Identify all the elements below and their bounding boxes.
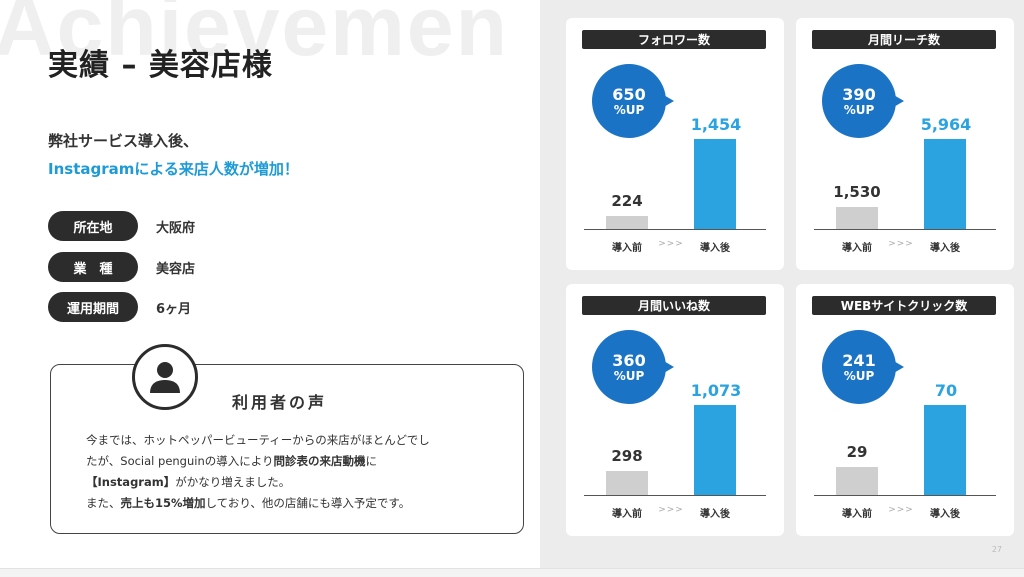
user-voice-box bbox=[50, 364, 524, 534]
value-label-after: 70 bbox=[934, 381, 958, 400]
metric-card-title: 月間リーチ数 bbox=[812, 30, 996, 49]
value-label-after: 1,073 bbox=[690, 381, 742, 400]
info-value: 大阪府 bbox=[156, 220, 196, 236]
bar-before bbox=[606, 471, 648, 495]
metric-card: フォロワー数 650 %UP 224 1,454 導入前 >>> 導入後 bbox=[566, 18, 784, 270]
chart-baseline bbox=[814, 229, 996, 230]
arrow-indicator: >>> bbox=[658, 505, 684, 515]
category-label-after: 導入後 bbox=[700, 243, 730, 254]
category-label-before: 導入前 bbox=[842, 509, 872, 520]
growth-bubble: 650 %UP bbox=[592, 64, 666, 138]
growth-value: 390 bbox=[842, 84, 876, 104]
growth-unit: %UP bbox=[843, 368, 875, 383]
category-label-after: 導入後 bbox=[930, 243, 960, 254]
growth-bubble-pointer bbox=[662, 94, 674, 108]
metric-card: 月間いいね数 360 %UP 298 1,073 導入前 >>> 導入後 bbox=[566, 284, 784, 536]
growth-bubble: 241 %UP bbox=[822, 330, 896, 404]
bar-before bbox=[836, 467, 878, 495]
chart-baseline bbox=[814, 495, 996, 496]
background-watermark: Achievemen bbox=[0, 0, 509, 73]
info-label-pill: 運用期間 bbox=[48, 292, 138, 322]
footer-bar bbox=[0, 568, 1024, 577]
metric-card: 月間リーチ数 390 %UP 1,530 5,964 導入前 >>> 導入後 bbox=[796, 18, 1014, 270]
info-row-location: 所在地 大阪府 bbox=[48, 211, 195, 241]
voice-line: 今までは、ホットペッパービューティーからの来店がほとんどでし bbox=[86, 433, 430, 447]
growth-bubble-pointer bbox=[892, 94, 904, 108]
category-label-before: 導入前 bbox=[612, 243, 642, 254]
growth-value: 650 bbox=[612, 84, 646, 104]
growth-unit: %UP bbox=[843, 102, 875, 117]
bar-before bbox=[836, 207, 878, 229]
category-label-before: 導入前 bbox=[842, 243, 872, 254]
info-label-pill: 所在地 bbox=[48, 211, 138, 241]
user-voice-title: 利用者の声 bbox=[232, 393, 328, 412]
arrow-indicator: >>> bbox=[658, 239, 684, 249]
info-value: 6ヶ月 bbox=[156, 301, 192, 317]
bar-after bbox=[694, 405, 736, 495]
bar-after bbox=[694, 139, 736, 229]
chart-baseline bbox=[584, 495, 766, 496]
page-number: 27 bbox=[991, 545, 1002, 554]
value-label-after: 1,454 bbox=[690, 115, 742, 134]
page-title: 実績 – 美容店様 bbox=[48, 48, 273, 83]
info-row-period: 運用期間 6ヶ月 bbox=[48, 292, 191, 322]
growth-value: 360 bbox=[612, 350, 646, 370]
value-label-before: 29 bbox=[846, 443, 868, 461]
lead-text-line2: Instagramによる来店人数が増加！ bbox=[48, 160, 299, 178]
growth-unit: %UP bbox=[613, 102, 645, 117]
growth-bubble: 360 %UP bbox=[592, 330, 666, 404]
user-voice-text: 今までは、ホットペッパービューティーからの来店がほとんどでし たが、Social… bbox=[86, 430, 506, 514]
voice-line: 【Instagram】がかなり増えました。 bbox=[86, 475, 291, 489]
value-label-before: 1,530 bbox=[833, 183, 881, 201]
metric-card-title: フォロワー数 bbox=[582, 30, 766, 49]
user-avatar-icon bbox=[132, 344, 198, 410]
growth-bubble-pointer bbox=[892, 360, 904, 374]
value-label-before: 224 bbox=[611, 192, 643, 210]
info-label-pill: 業 種 bbox=[48, 252, 138, 282]
metric-card-title: 月間いいね数 bbox=[582, 296, 766, 315]
chart-baseline bbox=[584, 229, 766, 230]
growth-unit: %UP bbox=[613, 368, 645, 383]
category-label-after: 導入後 bbox=[700, 509, 730, 520]
voice-line: また、売上も15%増加しており、他の店舗にも導入予定です。 bbox=[86, 496, 411, 510]
bar-after bbox=[924, 139, 966, 229]
category-label-after: 導入後 bbox=[930, 509, 960, 520]
bar-before bbox=[606, 216, 648, 229]
growth-bubble-pointer bbox=[662, 360, 674, 374]
metric-card-title: WEBサイトクリック数 bbox=[812, 296, 996, 315]
voice-line: たが、Social penguinの導入により問診表の来店動機に bbox=[86, 454, 378, 468]
info-row-industry: 業 種 美容店 bbox=[48, 252, 195, 282]
arrow-indicator: >>> bbox=[888, 505, 914, 515]
bar-after bbox=[924, 405, 966, 495]
arrow-indicator: >>> bbox=[888, 239, 914, 249]
growth-value: 241 bbox=[842, 350, 876, 370]
value-label-before: 298 bbox=[611, 447, 643, 465]
category-label-before: 導入前 bbox=[612, 509, 642, 520]
growth-bubble: 390 %UP bbox=[822, 64, 896, 138]
value-label-after: 5,964 bbox=[920, 115, 972, 134]
metric-card: WEBサイトクリック数 241 %UP 29 70 導入前 >>> 導入後 bbox=[796, 284, 1014, 536]
info-value: 美容店 bbox=[156, 261, 196, 277]
lead-text-line1: 弊社サービス導入後、 bbox=[48, 132, 199, 150]
